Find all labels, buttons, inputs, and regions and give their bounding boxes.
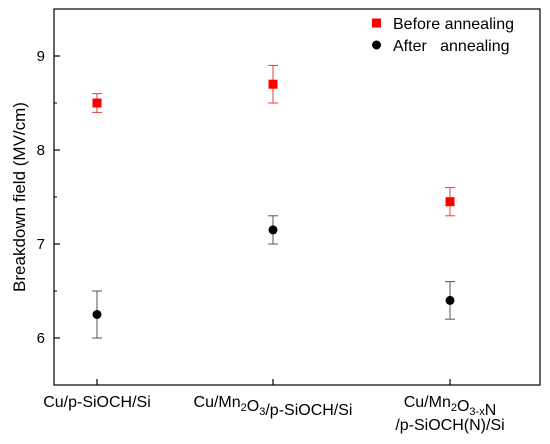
data-point-after — [445, 295, 455, 305]
data-point-before — [92, 98, 102, 108]
legend-label: Before annealing — [393, 16, 514, 33]
legend-marker-square — [372, 18, 381, 28]
plot-frame — [53, 8, 541, 386]
y-tick-label: 7 — [37, 236, 45, 253]
y-tick-label: 9 — [37, 48, 45, 65]
x-category-label-line2: /p-SiOCH(N)/Si — [395, 417, 504, 434]
legend-label: After annealing — [393, 38, 510, 55]
x-category-label: Cu/p-SiOCH/Si — [43, 394, 151, 411]
data-point-after — [92, 310, 102, 319]
data-point-before — [445, 197, 455, 207]
data-point-before — [268, 79, 278, 89]
y-tick-label: 8 — [37, 142, 45, 159]
y-tick-label: 6 — [37, 330, 45, 347]
legend-marker-circle — [372, 40, 381, 50]
y-axis-title: Breakdown field (MV/cm) — [10, 102, 29, 292]
data-point-after — [268, 225, 278, 235]
x-category-label: Cu/Mn2O3-xN — [404, 394, 497, 419]
x-category-label: Cu/Mn2O3/p-SiOCH/Si — [194, 394, 353, 419]
